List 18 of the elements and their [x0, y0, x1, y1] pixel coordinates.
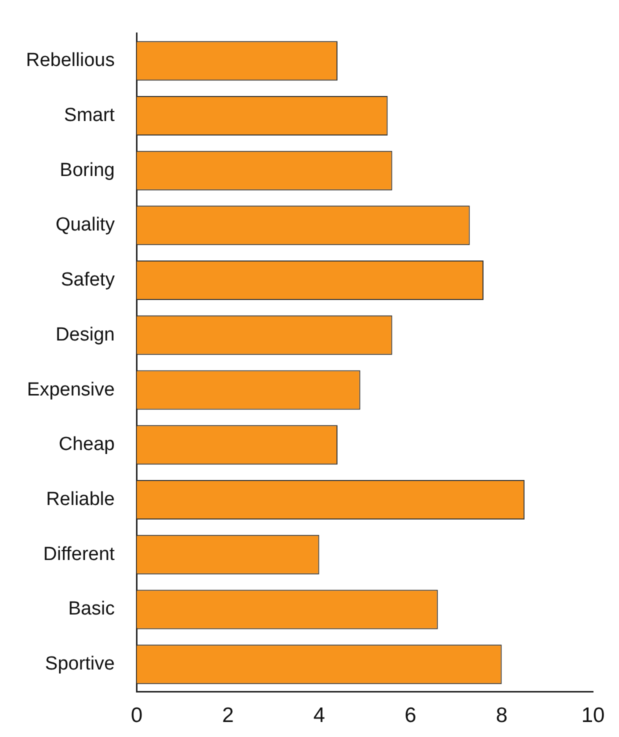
x-tick-label: 2: [222, 704, 234, 728]
y-tick-label: Expensive: [27, 379, 115, 400]
y-tick-label: Cheap: [58, 434, 115, 456]
x-tick-label: 0: [130, 704, 143, 728]
y-tick-label: Rebellious: [26, 50, 115, 72]
y-tick-label: Boring: [60, 160, 115, 181]
y-tick-label: Smart: [64, 104, 116, 126]
x-tick-label: 10: [581, 704, 605, 728]
x-tick-label: 6: [404, 704, 416, 728]
y-tick-label: Safety: [60, 270, 116, 291]
y-tick-label: Quality: [56, 214, 116, 236]
y-tick-label: Design: [56, 324, 115, 346]
y-tick-label: Sportive: [45, 654, 115, 675]
y-tick-label: Reliable: [46, 489, 115, 510]
x-tick-label: 8: [496, 704, 508, 728]
x-tick-label: 4: [313, 704, 326, 728]
y-tick-label: Basic: [68, 598, 115, 620]
y-tick-label: Different: [43, 544, 116, 565]
